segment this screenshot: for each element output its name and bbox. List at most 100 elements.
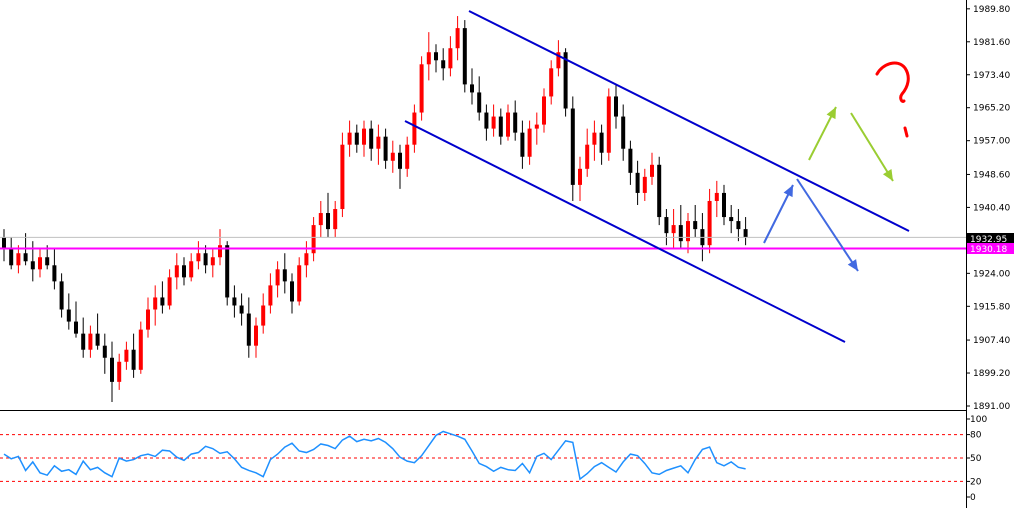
level-price-label: 1930.18	[970, 245, 1007, 255]
osc-tick-label: 50	[970, 454, 982, 464]
candle-body	[131, 349, 136, 370]
candle-body	[261, 305, 266, 326]
candle-body	[282, 269, 287, 282]
candle	[290, 273, 294, 314]
arrow-green-down-head	[882, 169, 893, 181]
candle-body	[347, 132, 352, 145]
oscillator-series-line	[3, 430, 746, 481]
candle	[614, 84, 618, 129]
candle-body	[268, 285, 273, 306]
arrow-green-down	[850, 112, 894, 182]
current-price-tag: 1932.95	[967, 233, 1014, 245]
candle	[16, 245, 21, 274]
candle	[167, 269, 172, 310]
candle-body	[74, 321, 78, 334]
arrow-green-up	[808, 106, 837, 161]
candle-body	[714, 192, 719, 201]
candle	[146, 297, 150, 338]
question-mark-annotation	[875, 61, 910, 138]
candle-body	[527, 128, 532, 157]
candle	[621, 104, 626, 161]
price-tick-label: 1957.00	[973, 137, 1010, 147]
candle-body	[275, 269, 280, 286]
candle-body	[657, 164, 662, 218]
candle	[606, 88, 611, 161]
candle	[210, 249, 215, 278]
candle	[491, 104, 496, 137]
candle-body	[534, 124, 539, 129]
candle-body	[585, 144, 590, 169]
candle	[671, 209, 676, 250]
candle-body	[419, 64, 424, 113]
candle-body	[66, 309, 71, 322]
candle	[311, 217, 316, 262]
candle	[66, 293, 71, 330]
level-price-tag: 1930.18	[967, 243, 1014, 255]
candle	[354, 124, 359, 153]
price-tick-label: 1948.60	[973, 170, 1010, 180]
candle-body	[232, 297, 237, 306]
candle-body	[297, 265, 302, 302]
candle-body	[635, 172, 640, 193]
candle-body	[210, 257, 215, 266]
candle	[196, 241, 201, 270]
candle-body	[477, 92, 482, 113]
candle-body	[203, 253, 208, 266]
arrow-blue-down	[796, 178, 859, 272]
oscillator-axis: 100 80 50 20 0	[966, 415, 987, 503]
candle	[390, 140, 395, 173]
candle-body	[318, 213, 323, 226]
candle	[534, 112, 539, 145]
arrow-blue-down-shaft	[796, 178, 859, 272]
candle-body	[354, 132, 359, 145]
candle	[326, 192, 330, 238]
osc-tick-label: 0	[970, 493, 976, 503]
candle-body	[369, 128, 374, 149]
candle-body	[549, 68, 554, 97]
candle	[232, 285, 237, 318]
candle	[462, 20, 467, 93]
candle	[405, 136, 410, 177]
price-levels	[0, 236, 966, 250]
candle-body	[174, 265, 179, 278]
candle	[182, 257, 186, 286]
candle-body	[311, 225, 316, 254]
candle	[282, 253, 287, 294]
candle-body	[441, 60, 446, 69]
candle-body	[23, 253, 28, 262]
candle	[304, 241, 309, 278]
candle	[9, 237, 14, 270]
candle-body	[693, 221, 698, 230]
candle-body	[513, 112, 518, 133]
candle	[527, 120, 532, 165]
candle-body	[506, 112, 510, 137]
candle	[686, 213, 690, 254]
candle-body	[707, 200, 712, 246]
candle	[549, 60, 554, 105]
candle-body	[491, 116, 496, 129]
candle	[520, 120, 525, 169]
candle	[153, 285, 158, 326]
candle	[110, 341, 114, 402]
price-tick-label: 1965.20	[973, 104, 1010, 114]
candle-body	[678, 225, 683, 242]
candle	[722, 184, 726, 226]
candle-body	[570, 108, 575, 185]
candle	[88, 325, 93, 358]
candle	[124, 341, 129, 370]
candle	[174, 253, 179, 290]
candle	[117, 353, 122, 390]
candle	[419, 56, 424, 121]
candle	[347, 120, 352, 157]
candle-body	[426, 52, 431, 65]
candle-body	[614, 96, 618, 117]
candle	[678, 204, 683, 250]
candle	[693, 204, 698, 238]
candle-body	[578, 168, 582, 185]
candle	[736, 209, 741, 242]
candle	[470, 68, 474, 105]
candle	[333, 200, 338, 238]
candle-body	[412, 112, 417, 145]
candle-body	[405, 144, 410, 169]
candle-body	[484, 112, 489, 129]
